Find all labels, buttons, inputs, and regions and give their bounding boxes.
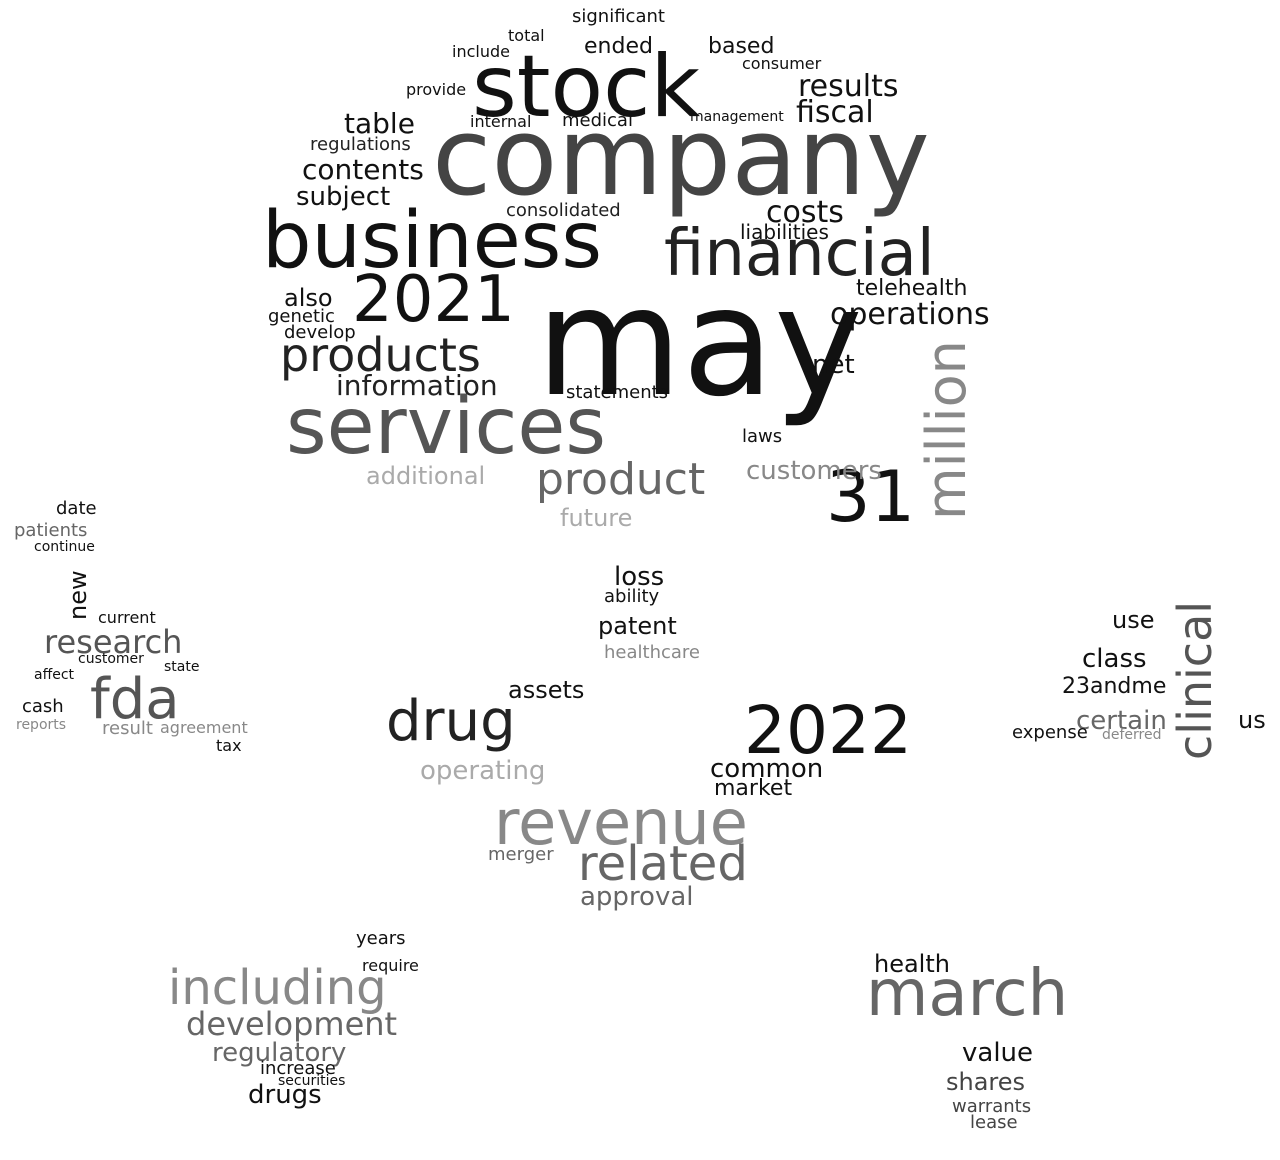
word-lease: lease bbox=[970, 1112, 1018, 1133]
word-costs: costs bbox=[766, 195, 844, 230]
word-also: also bbox=[284, 284, 333, 312]
word-agreement: agreement bbox=[160, 718, 248, 737]
word-fiscal: fiscal bbox=[796, 95, 874, 130]
word-common: common bbox=[710, 754, 824, 784]
word-medical: medical bbox=[562, 110, 633, 131]
word-market: market bbox=[714, 776, 793, 801]
word-revenue: revenue bbox=[494, 786, 748, 859]
word-drugs: drugs bbox=[248, 1080, 322, 1110]
word-include: include bbox=[452, 42, 510, 61]
word-tax: tax bbox=[216, 736, 242, 755]
word-2022: 2022 bbox=[744, 692, 912, 769]
word-liabilities: liabilities bbox=[740, 220, 829, 244]
word-genetic: genetic bbox=[268, 306, 335, 327]
word-new: new bbox=[64, 570, 92, 620]
word-march: march bbox=[866, 957, 1069, 1031]
word-require: require bbox=[362, 956, 419, 975]
word-additional: additional bbox=[366, 462, 486, 490]
word-research: research bbox=[44, 623, 183, 661]
word-services: services bbox=[286, 382, 607, 472]
word-continue: continue bbox=[34, 539, 95, 555]
word-2021: 2021 bbox=[352, 263, 515, 337]
word-laws: laws bbox=[742, 426, 783, 447]
word-telehealth: telehealth bbox=[856, 276, 968, 301]
word-significant-top: significant bbox=[572, 6, 665, 27]
word-31: 31 bbox=[826, 456, 916, 538]
word-approval: approval bbox=[580, 882, 694, 912]
word-customer: customer bbox=[78, 651, 144, 667]
word-regulations: regulations bbox=[310, 134, 411, 155]
word-based: based bbox=[708, 34, 775, 59]
word-total: total bbox=[508, 26, 545, 45]
word-operating: operating bbox=[420, 756, 546, 786]
word-23andme: 23andme bbox=[1062, 674, 1167, 699]
word-result: result bbox=[102, 718, 153, 739]
word-patients: patients bbox=[14, 520, 88, 541]
word-information: information bbox=[336, 369, 498, 402]
word-future: future bbox=[560, 504, 633, 532]
word-consolidated: consolidated bbox=[506, 200, 621, 221]
word-product: product bbox=[536, 454, 706, 505]
word-drug: drug bbox=[386, 689, 516, 754]
word-financial: financial bbox=[664, 217, 935, 291]
word-class: class bbox=[1082, 644, 1147, 674]
word-statements: statements bbox=[566, 382, 669, 403]
word-certain: certain bbox=[1076, 706, 1167, 736]
word-development: development bbox=[186, 1005, 398, 1043]
word-stock: stock bbox=[472, 37, 701, 137]
word-net: net bbox=[812, 350, 855, 380]
word-contents: contents bbox=[302, 153, 424, 186]
word-customers: customers bbox=[746, 456, 882, 486]
word-products: products bbox=[280, 328, 481, 382]
word-related: related bbox=[578, 836, 748, 892]
word-provide: provide bbox=[406, 80, 467, 99]
word-operations: operations bbox=[830, 297, 990, 332]
word-fda: fda bbox=[90, 667, 180, 732]
word-company: company bbox=[432, 95, 930, 220]
word-healthcare: healthcare bbox=[604, 642, 700, 663]
word-regulatory: regulatory bbox=[212, 1038, 347, 1068]
word-subject: subject bbox=[296, 182, 391, 212]
word-cash: cash bbox=[22, 696, 64, 717]
word-expense: expense bbox=[1012, 722, 1088, 743]
word-patent: patent bbox=[598, 612, 677, 640]
word-internal: internal bbox=[470, 112, 532, 131]
word-value: value bbox=[962, 1038, 1034, 1068]
word-us: us bbox=[1238, 706, 1266, 734]
word-years: years bbox=[356, 928, 406, 949]
word-date: date bbox=[56, 498, 97, 519]
word-increase: increase bbox=[260, 1058, 336, 1079]
word-deferred: deferred bbox=[1102, 727, 1162, 743]
word-affect: affect bbox=[34, 667, 75, 683]
word-may: may bbox=[536, 256, 863, 430]
word-loss: loss bbox=[614, 562, 665, 592]
word-consumer: consumer bbox=[742, 54, 822, 73]
word-results: results bbox=[798, 69, 899, 104]
word-use: use bbox=[1112, 606, 1155, 634]
word-including: including bbox=[168, 960, 387, 1016]
word-business: business bbox=[262, 196, 602, 286]
word-merger: merger bbox=[488, 844, 554, 865]
word-develop: develop bbox=[284, 322, 356, 343]
word-warrants: warrants bbox=[952, 1096, 1032, 1117]
word-shares: shares bbox=[946, 1068, 1026, 1096]
word-assets: assets bbox=[508, 676, 585, 704]
word-management: management bbox=[690, 109, 784, 125]
word-health: health bbox=[874, 950, 950, 978]
word-clinical: clinical bbox=[1168, 600, 1222, 760]
word-securities: securities bbox=[278, 1073, 346, 1089]
word-million: million bbox=[915, 340, 978, 520]
word-state: state bbox=[164, 659, 200, 675]
word-ended: ended bbox=[584, 34, 653, 59]
word-table: table bbox=[344, 107, 415, 140]
word-current: current bbox=[98, 608, 156, 627]
word-reports: reports bbox=[16, 717, 67, 733]
word-ability: ability bbox=[604, 586, 660, 607]
